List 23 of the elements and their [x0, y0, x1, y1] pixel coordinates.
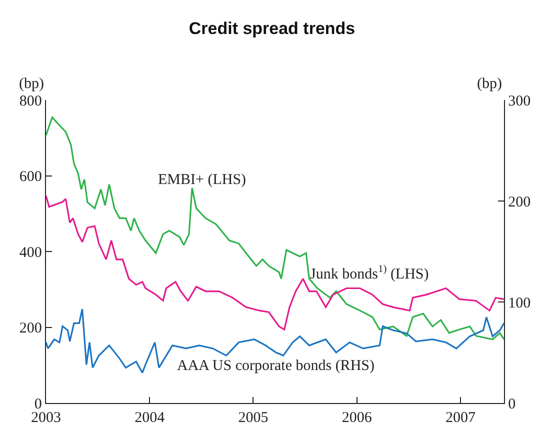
y-tick-label: 0 [34, 396, 42, 412]
y-tick-label: 800 [19, 93, 42, 110]
y-tick-label: 200 [19, 320, 42, 336]
line-series [46, 116, 504, 340]
y2-axis-title: (bp) [477, 76, 502, 92]
x-tick-label: 2003 [31, 410, 61, 426]
y2-tick-label: 300 [508, 93, 531, 110]
y-tick-label: 600 [19, 169, 42, 185]
series-label: Junk bonds$^{1)}$ (LHS) [310, 264, 429, 282]
line-series [46, 308, 504, 374]
y2-tick-label: 100 [508, 295, 531, 312]
y2-tick-label: 0 [508, 396, 516, 412]
y-tick-label: 400 [19, 244, 42, 261]
line-series [46, 195, 504, 330]
x-tick-label: 2006 [342, 410, 372, 426]
series-label: EMBI+ (LHS) [158, 172, 246, 188]
x-tick-label: 2004 [134, 410, 166, 426]
x-tick-label: 2007 [445, 410, 476, 426]
y-axis-title: (bp) [19, 76, 44, 92]
y2-tick-label: 200 [508, 194, 531, 210]
series-label: AAA US corporate bonds (RHS) [177, 358, 374, 374]
chart-title: Credit spread trends [188, 18, 356, 38]
x-tick-label: 2005 [238, 410, 268, 426]
